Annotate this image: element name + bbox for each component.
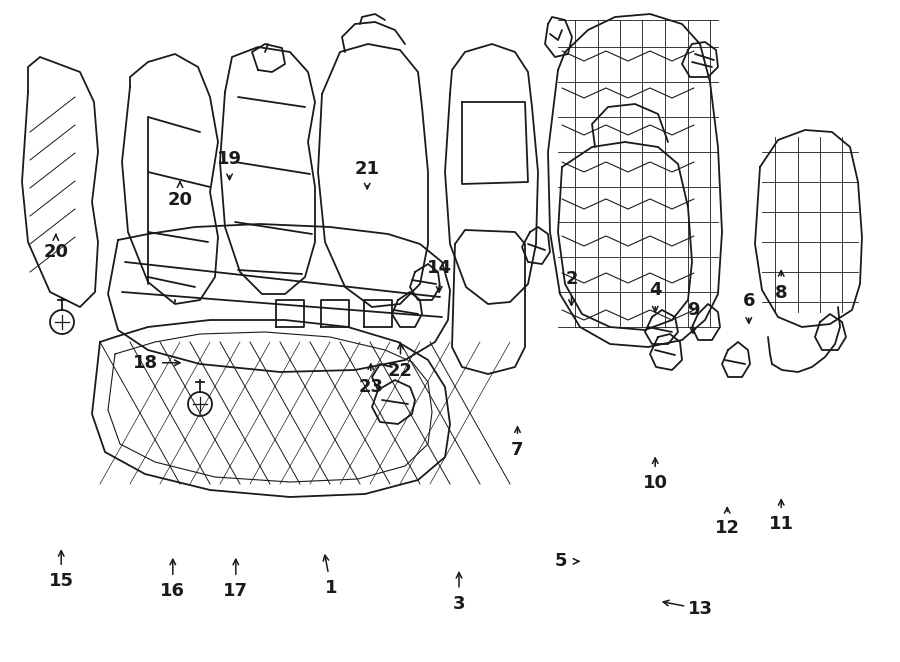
Text: 2: 2 [565,270,578,289]
Text: 11: 11 [769,515,794,534]
Text: 13: 13 [688,600,713,618]
Text: 8: 8 [775,283,788,302]
Text: 5: 5 [554,552,567,571]
Text: 12: 12 [715,519,740,538]
Text: 1: 1 [325,579,338,597]
Text: 17: 17 [223,582,248,600]
Text: 14: 14 [427,259,452,277]
Text: 4: 4 [649,281,662,299]
Text: 9: 9 [687,301,699,319]
Text: 19: 19 [217,150,242,168]
Text: 20: 20 [43,242,68,261]
Text: 23: 23 [358,378,383,397]
Text: 22: 22 [388,361,413,380]
Text: 10: 10 [643,474,668,493]
Text: 20: 20 [167,191,193,209]
Text: 15: 15 [49,572,74,591]
Text: 3: 3 [453,594,465,613]
Text: 16: 16 [160,582,185,600]
Text: 18: 18 [133,354,158,372]
Text: 6: 6 [742,292,755,310]
Text: 21: 21 [355,160,380,178]
Text: 7: 7 [511,441,524,459]
